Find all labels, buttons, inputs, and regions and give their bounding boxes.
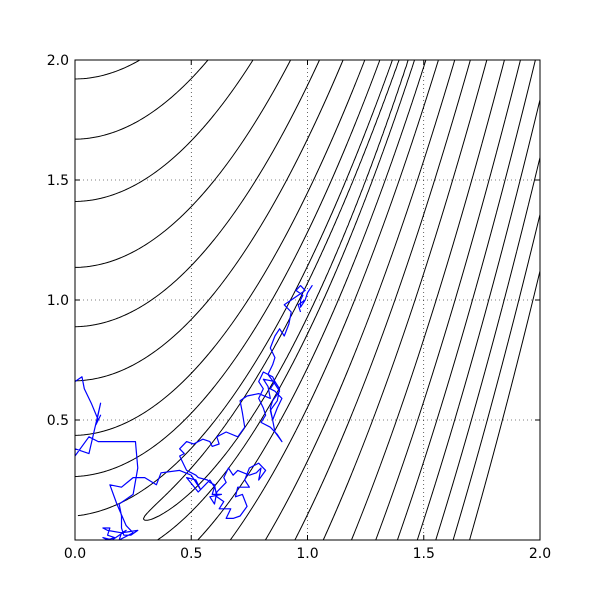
contour-line: [75, 60, 427, 540]
x-tick-label: 0.0: [64, 546, 86, 562]
contour-line: [75, 60, 456, 540]
axis-ticks: 0.0 0.5 1.0 1.5 2.0 0.5 1.0 1.5 2.0: [47, 53, 551, 562]
contour-line: [469, 270, 540, 540]
x-tick-label: 1.5: [413, 546, 435, 562]
y-tick-label: 2.0: [47, 53, 69, 69]
x-tick-label: 1.0: [296, 546, 318, 562]
contour-line: [75, 60, 505, 540]
series-layer: [75, 285, 313, 540]
contour-line: [452, 214, 540, 540]
contour-lines: [75, 60, 540, 540]
contour-line: [75, 60, 521, 540]
y-tick-label: 1.0: [47, 293, 69, 309]
contour-line: [77, 60, 416, 540]
contour-line: [75, 60, 439, 540]
contour-line: [435, 157, 540, 540]
x-tick-label: 2.0: [529, 546, 551, 562]
contour-line: [416, 99, 540, 540]
y-tick-label: 0.5: [47, 413, 69, 429]
y-tick-label: 1.5: [47, 173, 69, 189]
x-tick-label: 0.5: [180, 546, 202, 562]
contour-line: [75, 60, 488, 540]
contour-line: [142, 60, 409, 521]
contour-line: [75, 60, 471, 540]
series-line: [75, 285, 313, 540]
